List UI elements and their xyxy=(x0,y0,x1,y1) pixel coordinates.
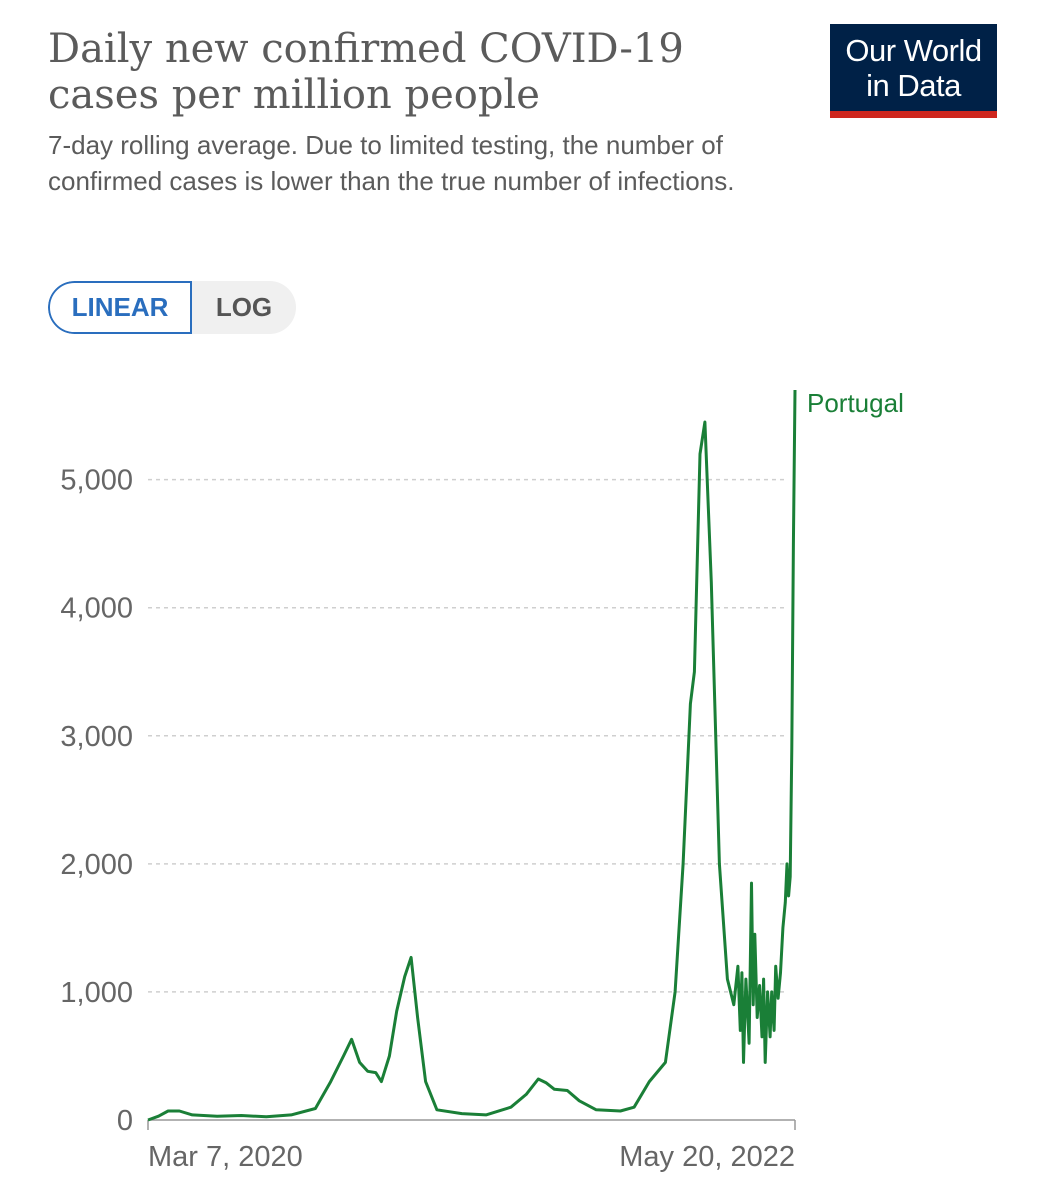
chart-title: Daily new confirmed COVID-19 cases per m… xyxy=(48,26,684,118)
linear-scale-button[interactable]: LINEAR xyxy=(48,281,192,334)
owid-logo[interactable]: Our World in Data xyxy=(830,24,997,118)
line-chart: 0 1,000 2,000 3,000 4,000 5,000 Mar 7, 2020 May… xyxy=(60,388,904,1173)
scale-toggle: LINEAR LOG xyxy=(48,281,296,334)
x-tick-label: May 20, 2022 xyxy=(619,1141,795,1173)
x-tick-label: Mar 7, 2020 xyxy=(148,1141,303,1173)
logo-line-2: in Data xyxy=(866,67,961,103)
y-tick-label: 1,000 xyxy=(60,977,133,1009)
series-label-portugal: Portugal xyxy=(807,388,904,418)
y-tick-label: 0 xyxy=(117,1105,133,1137)
y-tick-label: 5,000 xyxy=(60,465,133,497)
chart-subtitle: 7-day rolling average. Due to limited te… xyxy=(48,130,735,196)
log-scale-button[interactable]: LOG xyxy=(215,292,273,322)
series-line-portugal xyxy=(147,389,797,1122)
y-tick-label: 3,000 xyxy=(60,721,133,753)
y-tick-label: 2,000 xyxy=(60,849,133,881)
logo-line-1: Our World xyxy=(845,32,982,68)
y-tick-label: 4,000 xyxy=(60,593,133,625)
